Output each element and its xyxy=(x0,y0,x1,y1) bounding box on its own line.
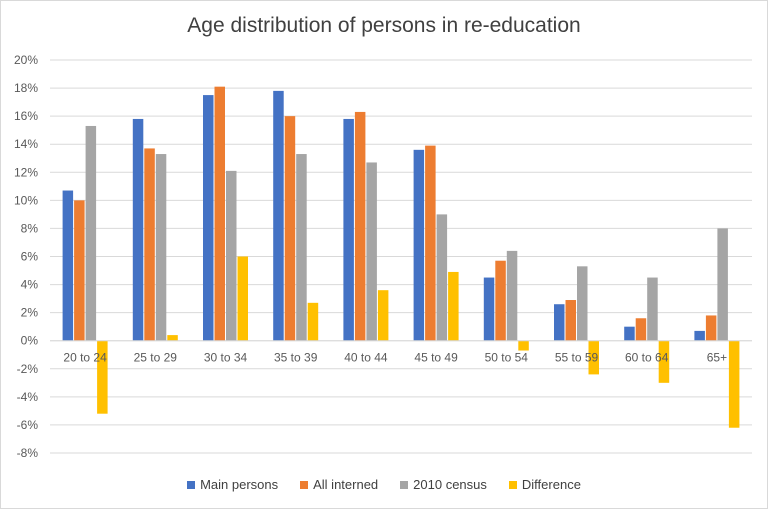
x-tick-label: 35 to 39 xyxy=(274,351,318,365)
bar-all-interned xyxy=(425,145,436,341)
legend-label: Main persons xyxy=(200,477,279,492)
y-tick-label: 20% xyxy=(14,53,38,67)
bar-difference xyxy=(448,271,459,341)
legend-swatch xyxy=(400,480,409,489)
bar-2010-census xyxy=(155,154,167,341)
bar-all-interned xyxy=(705,315,717,341)
bar-main-persons xyxy=(554,304,565,341)
y-tick-label: 12% xyxy=(14,165,38,179)
bar-2010-census xyxy=(296,154,307,341)
x-tick-label: 50 to 54 xyxy=(485,351,529,365)
bar-2010-census xyxy=(506,250,518,341)
bar-all-interned xyxy=(495,260,506,341)
legend-label: Difference xyxy=(521,477,581,492)
bar-all-interned xyxy=(354,111,366,341)
legend-label: 2010 census xyxy=(413,477,487,492)
y-tick-label: 4% xyxy=(21,278,39,292)
legend-label: All interned xyxy=(313,477,379,492)
bar-difference xyxy=(658,340,670,383)
x-tick-label: 30 to 34 xyxy=(204,351,248,365)
bar-all-interned xyxy=(284,116,296,341)
bar-main-persons xyxy=(273,90,284,341)
y-tick-label: 10% xyxy=(14,193,38,207)
gridlines xyxy=(50,59,752,454)
bar-difference xyxy=(307,302,319,341)
y-tick-label: 0% xyxy=(21,334,39,348)
x-tick-label: 20 to 24 xyxy=(63,351,107,365)
bar-main-persons xyxy=(624,326,635,341)
legend-swatch xyxy=(187,480,196,489)
bar-2010-census xyxy=(717,228,728,341)
y-tick-label: -8% xyxy=(17,446,39,460)
bar-difference xyxy=(518,340,529,351)
legend-swatch xyxy=(300,480,309,489)
bar-2010-census xyxy=(647,277,658,341)
x-axis-ticks: 20 to 24 25 to 29 30 to 34 35 to 39 40 to 44… xyxy=(63,351,727,365)
legend-swatch xyxy=(508,480,517,489)
legend: Main persons All interned 2010 census Diffe… xyxy=(0,477,768,492)
x-tick-label: 60 to 64 xyxy=(625,351,669,365)
bar-all-interned xyxy=(144,148,155,341)
bar-main-persons xyxy=(203,95,214,341)
bar-main-persons xyxy=(62,190,74,341)
bar-difference xyxy=(237,256,248,341)
bars xyxy=(62,86,740,428)
y-tick-label: 14% xyxy=(14,137,38,151)
bar-difference xyxy=(588,340,599,375)
y-tick-label: 8% xyxy=(21,221,39,235)
bar-2010-census xyxy=(436,214,448,341)
bar-all-interned xyxy=(565,300,576,341)
x-tick-label: 55 to 59 xyxy=(555,351,599,365)
bar-main-persons xyxy=(483,277,495,341)
bar-2010-census xyxy=(226,170,237,341)
bar-all-interned xyxy=(635,318,647,341)
legend-item: All interned xyxy=(300,477,378,492)
y-axis-ticks: -8% -6% -4% -2% 0% 2% 4% 6% 8% 10% 12% 14% 16% 18% 20% xyxy=(14,53,38,460)
legend-item: Difference xyxy=(508,477,581,492)
x-tick-label: 65+ xyxy=(707,351,727,365)
bar-2010-census xyxy=(366,162,377,341)
x-tick-label: 45 to 49 xyxy=(414,351,458,365)
bar-all-interned xyxy=(214,86,225,341)
legend-item: Main persons xyxy=(187,477,278,492)
bar-main-persons xyxy=(343,118,354,341)
chart-title: Age distribution of persons in re-educat… xyxy=(187,14,581,37)
bar-2010-census xyxy=(85,125,97,341)
bar-main-persons xyxy=(694,330,705,341)
y-tick-label: 18% xyxy=(14,81,38,95)
bar-main-persons xyxy=(132,118,144,341)
y-tick-label: -6% xyxy=(17,418,39,432)
bar-2010-census xyxy=(577,266,588,341)
x-tick-label: 40 to 44 xyxy=(344,351,388,365)
legend-item: 2010 census xyxy=(400,477,487,492)
bar-all-interned xyxy=(74,200,85,341)
y-tick-label: 16% xyxy=(14,109,38,123)
y-tick-label: 6% xyxy=(21,250,39,264)
bar-difference xyxy=(377,290,389,341)
y-tick-label: -2% xyxy=(17,362,39,376)
bar-difference xyxy=(728,340,740,428)
x-tick-label: 25 to 29 xyxy=(134,351,178,365)
bar-difference xyxy=(167,335,178,341)
bar-main-persons xyxy=(413,149,425,341)
bar-difference xyxy=(97,340,108,414)
y-tick-label: 2% xyxy=(21,306,39,320)
y-tick-label: -4% xyxy=(17,390,39,404)
